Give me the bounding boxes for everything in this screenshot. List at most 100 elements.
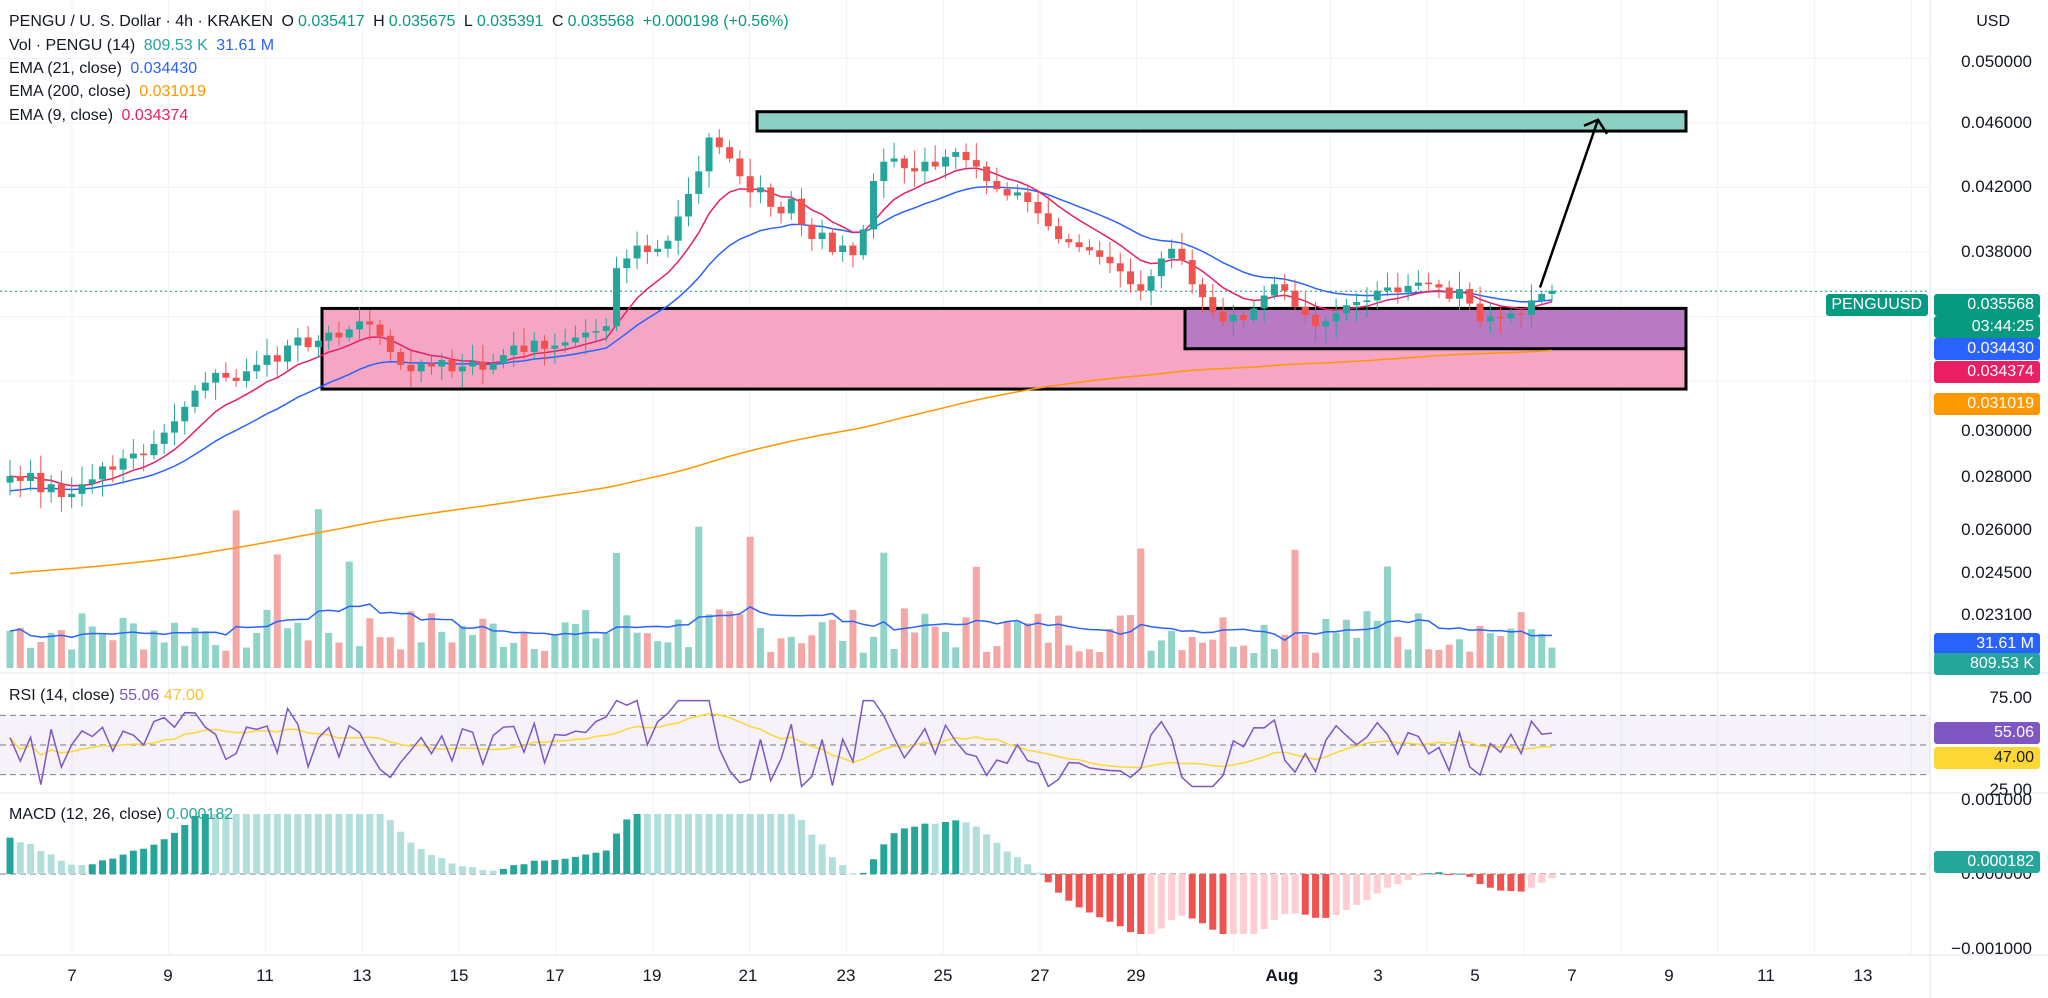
candle-body bbox=[304, 337, 312, 348]
candle-body bbox=[828, 232, 836, 252]
volume-bar bbox=[900, 608, 908, 668]
macd-histogram-bar bbox=[232, 814, 240, 874]
macd-histogram-bar bbox=[1507, 874, 1515, 892]
macd-histogram-bar bbox=[150, 844, 158, 874]
macd-histogram-bar bbox=[746, 814, 754, 874]
macd-histogram-bar bbox=[1270, 874, 1278, 920]
countdown-tag: 03:44:25 bbox=[1934, 316, 2040, 338]
candle-body bbox=[592, 331, 600, 333]
projection-arrow bbox=[1538, 118, 1609, 288]
candle-body bbox=[900, 158, 908, 169]
volume-bar bbox=[808, 635, 816, 668]
macd-histogram-bar bbox=[1425, 873, 1433, 875]
macd-histogram-bar bbox=[695, 814, 703, 874]
date-tick: 5 bbox=[1470, 966, 1480, 985]
macd-histogram-bar bbox=[582, 854, 590, 874]
candle-body bbox=[1425, 282, 1433, 285]
volume-bar bbox=[1075, 651, 1083, 668]
rsi-legend[interactable]: RSI (14, close) 55.06 47.00 bbox=[9, 687, 204, 705]
candle-body bbox=[1466, 289, 1474, 304]
date-tick: 25 bbox=[933, 966, 953, 985]
volume-bar bbox=[664, 642, 672, 668]
macd-histogram-bar bbox=[993, 842, 1001, 874]
volume-bar bbox=[1332, 632, 1340, 668]
symbol-title[interactable]: PENGU / U. S. Dollar · 4h · KRAKEN bbox=[9, 13, 274, 30]
candle-body bbox=[582, 332, 590, 338]
macd-histogram-bar bbox=[6, 837, 14, 874]
volume-bar bbox=[140, 649, 148, 668]
macd-histogram-bar bbox=[1229, 874, 1237, 934]
candle-body bbox=[129, 453, 137, 459]
volume-bar bbox=[1178, 650, 1186, 668]
date-tick: 19 bbox=[642, 966, 662, 985]
macd-histogram-bar bbox=[571, 856, 579, 874]
macd-histogram-bar bbox=[335, 814, 343, 874]
date-tick: 3 bbox=[1373, 966, 1383, 985]
volume-bar bbox=[726, 611, 734, 668]
date-tick: 9 bbox=[163, 966, 173, 985]
candle-body bbox=[386, 335, 394, 352]
candle-body bbox=[160, 432, 168, 444]
candle-body bbox=[1198, 284, 1206, 298]
candle-body bbox=[1229, 314, 1237, 322]
candle-body bbox=[1003, 189, 1011, 196]
candle-body bbox=[6, 476, 14, 483]
ema200-legend[interactable]: EMA (200, close) 0.031019 bbox=[9, 80, 210, 103]
volume-bar bbox=[839, 640, 847, 668]
price-tick: 0.028000 bbox=[1961, 467, 2032, 486]
macd-histogram-bar bbox=[1127, 874, 1135, 933]
volume-bars bbox=[6, 509, 1556, 668]
candle-body bbox=[366, 321, 374, 325]
volume-ma-tag: 31.61 M bbox=[1934, 633, 2040, 655]
ema21-legend[interactable]: EMA (21, close) 0.034430 bbox=[9, 57, 201, 80]
volume-bar bbox=[1548, 647, 1556, 668]
candle-body bbox=[140, 453, 148, 456]
candle-body bbox=[1116, 263, 1124, 272]
candle-body bbox=[1096, 250, 1104, 257]
volume-bar bbox=[314, 509, 322, 668]
candle-body bbox=[1281, 284, 1289, 291]
volume-bar bbox=[119, 617, 127, 668]
candle-body bbox=[571, 337, 579, 343]
volume-bar bbox=[818, 622, 826, 668]
candle-body bbox=[510, 345, 518, 356]
macd-histogram-bar bbox=[941, 821, 949, 874]
volume-bar bbox=[345, 561, 353, 668]
volume-bar bbox=[1312, 652, 1320, 668]
volume-bar bbox=[212, 645, 220, 668]
price-tick: 0.030000 bbox=[1961, 421, 2032, 440]
volume-bar bbox=[16, 627, 24, 668]
macd-histogram-bar bbox=[129, 850, 137, 874]
volume-bar bbox=[941, 631, 949, 668]
volume-bar bbox=[1188, 636, 1196, 668]
price-tick: 0.046000 bbox=[1961, 113, 2032, 132]
volume-bar bbox=[602, 633, 610, 668]
macd-histogram-bar bbox=[787, 814, 795, 874]
volume-bar bbox=[438, 631, 446, 668]
ema9-legend[interactable]: EMA (9, close) 0.034374 bbox=[9, 104, 192, 127]
volume-bar bbox=[1384, 566, 1392, 668]
volume-bar bbox=[1270, 649, 1278, 668]
candle-body bbox=[1034, 202, 1042, 214]
volume-bar bbox=[242, 647, 250, 668]
macd-tag: 0.000182 bbox=[1934, 851, 2040, 873]
candle-body bbox=[1013, 192, 1021, 196]
macd-histogram-bar bbox=[273, 814, 281, 874]
macd-histogram-bar bbox=[684, 814, 692, 874]
macd-histogram-bar bbox=[972, 826, 980, 874]
macd-histogram-bar bbox=[1147, 874, 1155, 934]
candle-body bbox=[57, 484, 65, 498]
candle-body bbox=[767, 187, 775, 207]
candle-body bbox=[613, 268, 621, 327]
macd-histogram-bar bbox=[1096, 874, 1104, 918]
volume-bar bbox=[921, 613, 929, 668]
date-tick: 15 bbox=[449, 966, 469, 985]
volume-legend[interactable]: Vol · PENGU (14) 809.53 K 31.61 M bbox=[9, 34, 278, 57]
macd-legend[interactable]: MACD (12, 26, close) 0.000182 bbox=[9, 806, 233, 824]
candle-body bbox=[345, 329, 353, 338]
currency-selector[interactable]: USD bbox=[1976, 13, 2010, 30]
volume-bar bbox=[1096, 652, 1104, 668]
volume-bar bbox=[469, 634, 477, 668]
volume-bar bbox=[284, 628, 292, 668]
